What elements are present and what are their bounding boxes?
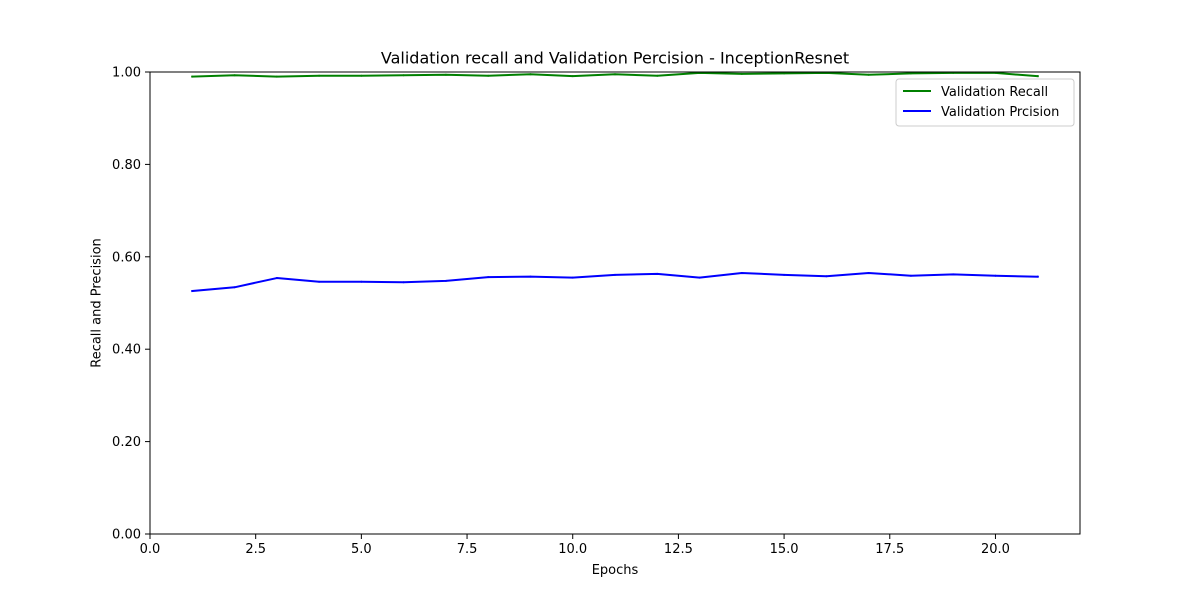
- recall-point: [191, 75, 194, 78]
- precision-point: [909, 274, 912, 277]
- precision-point: [825, 275, 828, 278]
- plot-frame: [149, 71, 1081, 535]
- y-tick-label: 0.00: [112, 528, 141, 543]
- recall-point: [909, 72, 912, 75]
- x-tick-label: 15.0: [770, 542, 799, 557]
- recall-point: [318, 74, 321, 77]
- precision-point: [402, 281, 405, 284]
- x-tick-label: 20.0: [981, 542, 1010, 557]
- x-tick-label: 7.5: [457, 542, 478, 557]
- recall-point: [360, 74, 363, 77]
- precision-point: [233, 286, 236, 289]
- recall-point: [444, 73, 447, 76]
- y-axis-label: Recall and Precision: [90, 238, 105, 368]
- plot-area: 0.0 2.5 5.0 7.5 10.0 12.5 15.0 17.5 20.0 0.00 0.20…: [112, 66, 1039, 557]
- legend-box: [895, 78, 1075, 127]
- precision-point: [444, 279, 447, 282]
- x-tick-label: 17.5: [875, 542, 904, 557]
- x-tick-label: 5.0: [351, 542, 372, 557]
- x-tick-label: 10.0: [558, 542, 587, 557]
- legend: Validation Recall Validation Prcision: [895, 78, 1075, 127]
- precision-point: [740, 271, 743, 274]
- recall-point: [487, 74, 490, 77]
- y-tick-label: 0.80: [112, 158, 141, 173]
- precision-point: [1036, 275, 1039, 278]
- recall-point: [656, 74, 659, 77]
- recall-point: [571, 75, 574, 78]
- precision-point: [656, 272, 659, 275]
- precision-point: [318, 280, 321, 283]
- x-axis-label: Epochs: [592, 563, 639, 578]
- x-tick-label: 12.5: [664, 542, 693, 557]
- precision-point: [191, 289, 194, 292]
- recall-point: [867, 73, 870, 76]
- precision-point: [614, 273, 616, 276]
- legend-label-precision: Validation Prcision: [941, 105, 1059, 120]
- legend-label-recall: Validation Recall: [941, 85, 1048, 100]
- recall-point: [233, 74, 236, 77]
- x-tick-label: 0.0: [140, 542, 161, 557]
- recall-point: [275, 75, 278, 78]
- y-tick-label: 1.00: [112, 66, 141, 81]
- precision-point: [487, 276, 490, 279]
- recall-point: [614, 73, 616, 76]
- y-tick-label: 0.40: [112, 343, 141, 358]
- recall-point: [783, 72, 786, 75]
- precision-point: [360, 280, 363, 283]
- precision-point: [952, 273, 955, 276]
- recall-point: [740, 72, 743, 75]
- precision-point: [698, 276, 701, 279]
- precision-point: [529, 275, 532, 278]
- recall-point: [402, 74, 405, 77]
- precision-point: [783, 273, 786, 276]
- recall-point: [1036, 75, 1039, 78]
- y-tick-label: 0.60: [112, 250, 141, 265]
- recall-point: [529, 73, 532, 76]
- y-tick-label: 0.20: [112, 435, 141, 450]
- precision-point: [867, 271, 870, 274]
- x-tick-label: 2.5: [245, 542, 266, 557]
- chart-title: Validation recall and Validation Percisi…: [381, 49, 849, 68]
- precision-point: [994, 274, 997, 277]
- precision-point: [571, 276, 574, 279]
- precision-point: [275, 277, 278, 280]
